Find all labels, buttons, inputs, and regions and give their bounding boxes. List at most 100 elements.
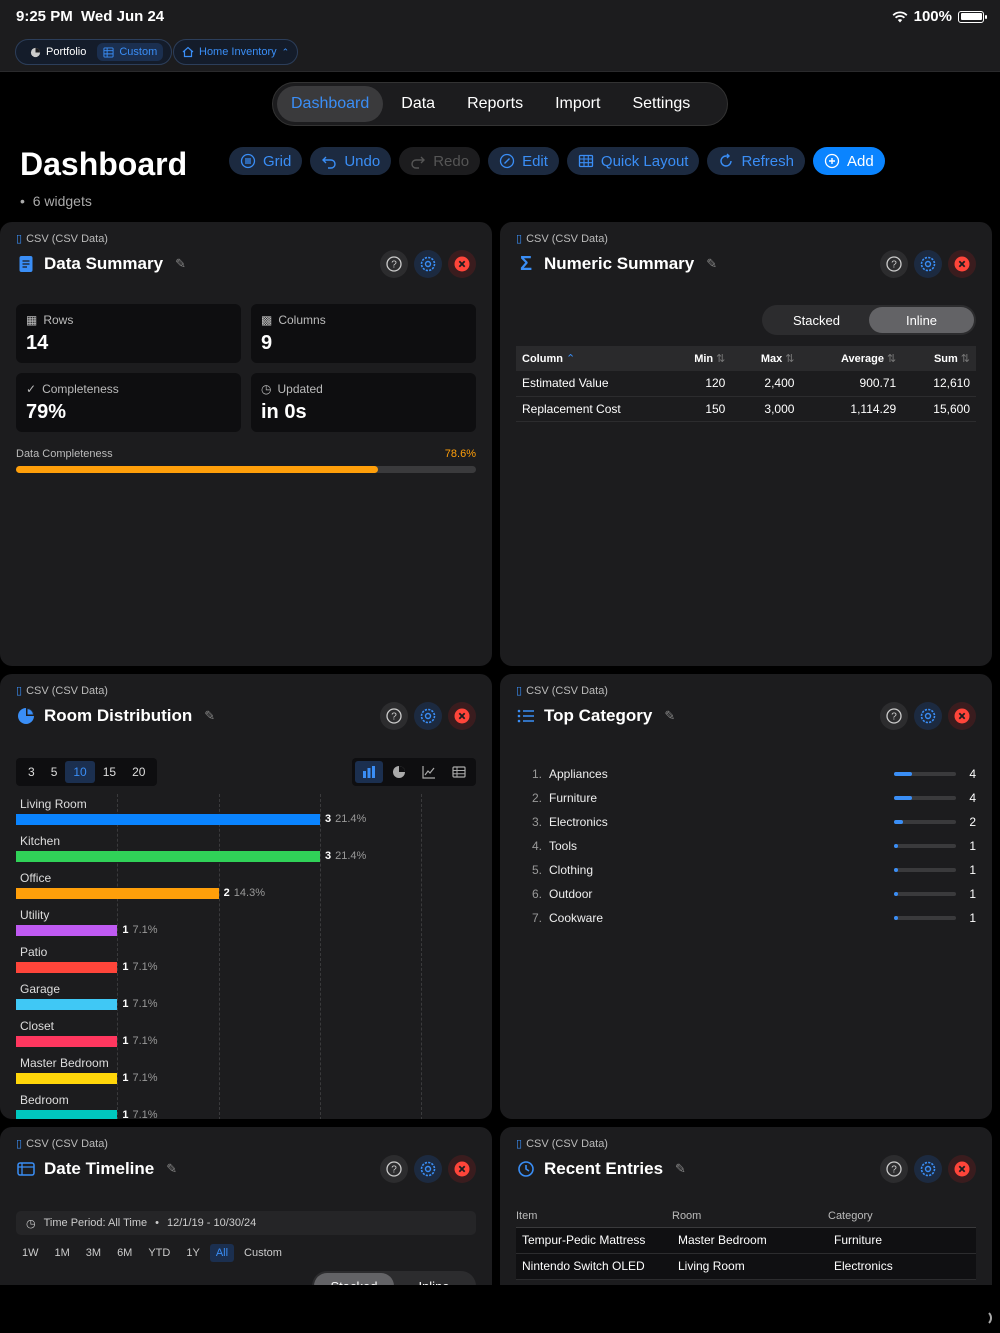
table-icon bbox=[452, 766, 466, 778]
settings-button[interactable] bbox=[914, 1155, 942, 1183]
list-item[interactable]: 5. Clothing 1 bbox=[530, 858, 976, 882]
table-view-button[interactable] bbox=[445, 761, 473, 783]
layout-mode-toggle: Stacked Inline bbox=[762, 305, 976, 335]
settings-button[interactable] bbox=[914, 702, 942, 730]
refresh-button[interactable]: Refresh bbox=[707, 147, 805, 175]
pencil-icon[interactable]: ✎ bbox=[675, 1161, 686, 1176]
remove-button[interactable] bbox=[948, 702, 976, 730]
item-share-bar bbox=[894, 820, 956, 824]
tab-data[interactable]: Data bbox=[401, 95, 436, 112]
table-row: Replacement Cost 150 3,000 1,114.29 15,6… bbox=[516, 396, 976, 422]
grid-button[interactable]: Grid bbox=[229, 147, 303, 175]
tab-reports[interactable]: Reports bbox=[467, 95, 524, 112]
bar[interactable] bbox=[16, 888, 219, 899]
tab-settings[interactable]: Settings bbox=[632, 95, 691, 112]
range-1y[interactable]: 1Y bbox=[186, 1247, 200, 1259]
mode-inline[interactable]: Inline bbox=[869, 307, 974, 333]
help-button[interactable]: ? bbox=[880, 1155, 908, 1183]
list-item[interactable]: 4. Tools 1 bbox=[530, 834, 976, 858]
range-all[interactable]: All bbox=[209, 1244, 235, 1262]
completeness-progress bbox=[16, 466, 476, 473]
table-row[interactable]: Nintendo Switch OLED Living Room Electro… bbox=[516, 1253, 976, 1280]
redo-button[interactable]: Redo bbox=[399, 147, 481, 175]
remove-button[interactable] bbox=[448, 1155, 476, 1183]
document-icon: ▯ bbox=[516, 1138, 523, 1150]
col-max[interactable]: Max ⇅ bbox=[731, 346, 801, 371]
list-item[interactable]: 3. Electronics 2 bbox=[530, 810, 976, 834]
pencil-icon[interactable]: ✎ bbox=[175, 256, 186, 271]
bar[interactable] bbox=[16, 1110, 118, 1119]
add-button[interactable]: Add bbox=[813, 147, 885, 175]
mode-stacked[interactable]: Stacked bbox=[793, 312, 840, 328]
col-average[interactable]: Average ⇅ bbox=[800, 346, 903, 371]
bar[interactable] bbox=[16, 851, 320, 862]
card-source: ▯ CSV (CSV Data) bbox=[516, 684, 608, 698]
card-title: Data Summary ✎ bbox=[16, 254, 186, 274]
edit-button[interactable]: Edit bbox=[488, 147, 559, 175]
bar[interactable] bbox=[16, 962, 118, 973]
settings-button[interactable] bbox=[914, 250, 942, 278]
bar[interactable] bbox=[16, 814, 320, 825]
table-row[interactable]: Tempur-Pedic Mattress Master Bedroom Fur… bbox=[516, 1227, 976, 1254]
breadcrumb-custom-label: Custom bbox=[119, 46, 158, 58]
col-sum[interactable]: Sum ⇅ bbox=[902, 346, 976, 371]
range-3m[interactable]: 3M bbox=[85, 1247, 102, 1259]
tab-import[interactable]: Import bbox=[555, 95, 601, 112]
remove-button[interactable] bbox=[948, 1155, 976, 1183]
help-button[interactable]: ? bbox=[880, 702, 908, 730]
pencil-icon[interactable]: ✎ bbox=[166, 1161, 178, 1176]
item-count: 4 bbox=[969, 791, 976, 805]
limit-20[interactable]: 20 bbox=[132, 765, 146, 779]
remove-button[interactable] bbox=[948, 250, 976, 278]
range-ytd[interactable]: YTD bbox=[148, 1247, 171, 1259]
bar[interactable] bbox=[16, 1036, 118, 1047]
col-min[interactable]: Min ⇅ bbox=[666, 346, 732, 371]
settings-button[interactable] bbox=[414, 1155, 442, 1183]
settings-button[interactable] bbox=[414, 702, 442, 730]
range-custom[interactable]: Custom bbox=[244, 1247, 282, 1259]
limit-15[interactable]: 15 bbox=[102, 765, 117, 779]
undo-button[interactable]: Undo bbox=[310, 147, 392, 175]
list-item[interactable]: 7. Cookware 1 bbox=[530, 906, 976, 930]
breadcrumb-portfolio[interactable]: Portfolio bbox=[24, 43, 92, 61]
quick-layout-button[interactable]: Quick Layout bbox=[566, 147, 700, 175]
pencil-icon[interactable]: ✎ bbox=[204, 708, 216, 723]
list-item[interactable]: 6. Outdoor 1 bbox=[530, 882, 976, 906]
bar[interactable] bbox=[16, 925, 118, 936]
limit-5[interactable]: 5 bbox=[50, 765, 58, 779]
help-button[interactable]: ? bbox=[880, 250, 908, 278]
range-6m[interactable]: 6M bbox=[117, 1247, 133, 1259]
help-button[interactable]: ? bbox=[380, 1155, 408, 1183]
settings-button[interactable] bbox=[414, 250, 442, 278]
help-button[interactable]: ? bbox=[380, 702, 408, 730]
list-item[interactable]: 1. Appliances 4 bbox=[530, 762, 976, 786]
bar[interactable] bbox=[16, 1073, 118, 1084]
columns-icon: ▩ bbox=[261, 313, 273, 327]
bar-chart-view-button[interactable] bbox=[355, 761, 383, 783]
limit-10[interactable]: 10 bbox=[65, 761, 95, 783]
help-button[interactable]: ? bbox=[380, 250, 408, 278]
col-item[interactable]: Item bbox=[516, 1205, 672, 1228]
sort-up-icon: ⌃ bbox=[565, 353, 576, 365]
col-category[interactable]: Category bbox=[828, 1205, 976, 1228]
document-text-icon bbox=[16, 254, 36, 274]
list-item[interactable]: 2. Furniture 4 bbox=[530, 786, 976, 810]
bar[interactable] bbox=[16, 999, 118, 1010]
pencil-icon[interactable]: ✎ bbox=[706, 256, 718, 271]
tab-dashboard[interactable]: Dashboard bbox=[277, 86, 384, 122]
line-chart-view-button[interactable] bbox=[415, 761, 443, 783]
breadcrumb-custom[interactable]: Custom bbox=[97, 43, 164, 61]
document-icon: ▯ bbox=[516, 685, 523, 697]
limit-3[interactable]: 3 bbox=[28, 765, 35, 779]
col-room[interactable]: Room bbox=[672, 1205, 828, 1228]
range-1m[interactable]: 1M bbox=[54, 1247, 70, 1259]
room-distribution-title: Room Distribution bbox=[44, 706, 193, 725]
pie-chart-view-button[interactable] bbox=[385, 761, 413, 783]
range-1w[interactable]: 1W bbox=[22, 1247, 39, 1259]
remove-button[interactable] bbox=[448, 702, 476, 730]
inventory-selector[interactable]: Home Inventory ⌃ bbox=[173, 39, 299, 65]
pencil-icon[interactable]: ✎ bbox=[664, 708, 676, 723]
col-column[interactable]: Column ⌃ bbox=[516, 346, 666, 371]
bar-percent: 7.1% bbox=[132, 998, 158, 1010]
remove-button[interactable] bbox=[448, 250, 476, 278]
